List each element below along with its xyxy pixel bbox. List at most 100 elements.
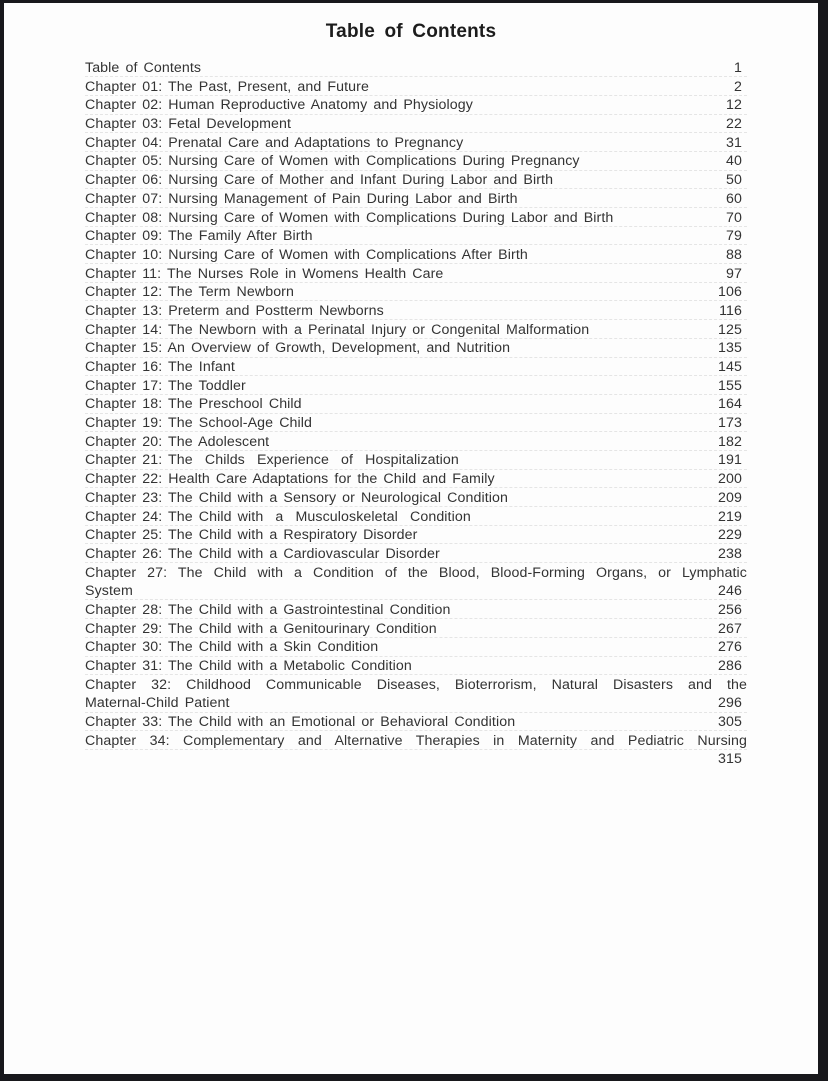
toc-entry: Chapter 32: Childhood Communicable Disea… [85, 677, 747, 713]
toc-entry-title: Chapter 10: Nursing Care of Women with C… [85, 246, 528, 263]
toc-entry-title: Chapter 05: Nursing Care of Women with C… [85, 153, 580, 170]
toc-entry-title: Chapter 14: The Newborn with a Perinatal… [85, 321, 590, 338]
toc-entry-page: 182 [718, 433, 742, 450]
toc-entry-page: 219 [718, 508, 742, 525]
toc-entry-page: 135 [718, 340, 742, 357]
toc-entry-line: Chapter 02: Human Reproductive Anatomy a… [85, 97, 747, 115]
toc-entry-title: Chapter 27: The Child with a Condition o… [85, 564, 747, 581]
toc-entry-page: 22 [726, 116, 742, 133]
toc-entry-line: Chapter 05: Nursing Care of Women with C… [85, 153, 747, 171]
toc-entry-title: Chapter 28: The Child with a Gastrointes… [85, 601, 451, 618]
toc-entry-title: Chapter 29: The Child with a Genitourina… [85, 620, 437, 637]
toc-entry: Chapter 02: Human Reproductive Anatomy a… [85, 97, 747, 115]
toc-entry-page: 40 [726, 153, 742, 170]
toc-entry-title: Chapter 24: The Child with a Musculoskel… [85, 508, 471, 525]
toc-entry-page: 97 [726, 265, 742, 282]
toc-entry-line: Chapter 27: The Child with a Condition o… [85, 564, 747, 581]
toc-entry-title: Table of Contents [85, 60, 202, 76]
toc-entry-page: 106 [718, 284, 742, 301]
toc-entry-title: Chapter 18: The Preschool Child [85, 396, 302, 413]
toc-entry-title: Chapter 11: The Nurses Role in Womens He… [85, 265, 444, 282]
toc-entry-line: Chapter 06: Nursing Care of Mother and I… [85, 172, 747, 190]
toc-entry-line: Chapter 04: Prenatal Care and Adaptation… [85, 135, 747, 152]
toc-entry-line: Chapter 16: The Infant 145 [85, 359, 747, 377]
toc-entry: Chapter 25: The Child with a Respiratory… [85, 527, 747, 545]
toc-entry-line: Chapter 31: The Child with a Metabolic C… [85, 658, 747, 676]
toc-entry-page: 88 [726, 246, 742, 263]
toc-entry-title: Chapter 19: The School-Age Child [85, 415, 313, 432]
toc-entry-page: 305 [718, 714, 742, 731]
page-title: Table of Contents [325, 21, 497, 42]
toc-entry: Chapter 31: The Child with a Metabolic C… [85, 658, 747, 676]
toc-entry-page: 1 [734, 60, 742, 76]
toc-entry-title: Chapter 03: Fetal Development [85, 116, 292, 133]
toc-entry-line: Chapter 23: The Child with a Sensory or … [85, 490, 747, 507]
toc-entry-line: Chapter 28: The Child with a Gastrointes… [85, 601, 747, 620]
toc-list: Table of Contents 1 Chapter 01: The Past, … [85, 60, 747, 771]
toc-entry: Chapter 29: The Child with a Genitourina… [85, 620, 747, 638]
toc-entry-line: Chapter 09: The Family After Birth 79 [85, 228, 747, 246]
toc-entry-page: 276 [718, 639, 742, 656]
toc-entry-page: 145 [718, 359, 742, 375]
toc-entry-title: Chapter 34: Complementary and Alternativ… [85, 732, 747, 749]
toc-entry: Chapter 28: The Child with a Gastrointes… [85, 601, 747, 620]
toc-entry: Chapter 26: The Child with a Cardiovascu… [85, 545, 747, 564]
toc-entry-title: Chapter 30: The Child with a Skin Condit… [85, 639, 379, 656]
toc-entry-line: Chapter 07: Nursing Management of Pain D… [85, 190, 747, 208]
toc-entry-title: Chapter 26: The Child with a Cardiovascu… [85, 545, 440, 562]
toc-entry-line: Chapter 14: The Newborn with a Perinatal… [85, 321, 747, 339]
toc-entry: Chapter 17: The Toddler 155 [85, 377, 747, 395]
toc-entry-page: 50 [726, 172, 742, 189]
toc-entry-page: 2 [734, 78, 742, 95]
toc-entry-title: Chapter 13: Preterm and Postterm Newborn… [85, 302, 384, 319]
toc-entry: Chapter 07: Nursing Management of Pain D… [85, 190, 747, 208]
toc-entry-line: Table of Contents 1 [85, 60, 747, 78]
toc-entry-page: 229 [718, 527, 742, 544]
toc-entry-line: Chapter 32: Childhood Communicable Disea… [85, 677, 747, 693]
toc-entry-page: 191 [718, 452, 742, 469]
toc-entry-line: Chapter 25: The Child with a Respiratory… [85, 527, 747, 545]
toc-entry-title: Chapter 08: Nursing Care of Women with C… [85, 209, 614, 226]
toc-entry-page: 238 [718, 545, 742, 562]
toc-entry-line: Chapter 29: The Child with a Genitourina… [85, 620, 747, 638]
toc-entry-page: 125 [718, 321, 742, 338]
toc-entry: Chapter 18: The Preschool Child 164 [85, 396, 747, 414]
toc-entry-page: 164 [718, 396, 742, 413]
toc-entry-line: Maternal-Child Patient 296 [85, 696, 747, 713]
toc-entry-title: Chapter 02: Human Reproductive Anatomy a… [85, 97, 473, 114]
toc-entry-page: 256 [718, 601, 742, 618]
toc-entry: Chapter 34: Complementary and Alternativ… [85, 732, 747, 768]
toc-entry-page: 12 [726, 97, 742, 114]
toc-entry: Chapter 27: The Child with a Condition o… [85, 564, 747, 601]
toc-entry: Chapter 24: The Child with a Musculoskel… [85, 508, 747, 526]
toc-entry-line: Chapter 17: The Toddler 155 [85, 377, 747, 395]
toc-entry-title-continued: System [85, 583, 133, 600]
toc-entry-title: Chapter 12: The Term Newborn [85, 284, 295, 301]
toc-entry-title: Chapter 31: The Child with a Metabolic C… [85, 658, 412, 674]
toc-entry-title: Chapter 33: The Child with an Emotional … [85, 714, 516, 731]
toc-entry: Chapter 01: The Past, Present, and Futur… [85, 78, 747, 96]
toc-entry-line: Chapter 15: An Overview of Growth, Devel… [85, 340, 747, 358]
toc-entry-page: 116 [719, 302, 742, 319]
toc-entry-title: Chapter 22: Health Care Adaptations for … [85, 471, 495, 488]
toc-entry-title: Chapter 16: The Infant [85, 359, 235, 375]
toc-entry-title: Chapter 15: An Overview of Growth, Devel… [85, 340, 511, 357]
toc-entry-title: Chapter 09: The Family After Birth [85, 228, 313, 245]
toc-entry: Chapter 03: Fetal Development 22 [85, 116, 747, 134]
toc-entry-line: Chapter 13: Preterm and Postterm Newborn… [85, 302, 747, 321]
toc-entry-page: 155 [718, 377, 742, 394]
toc-entry-line: System 246 [85, 583, 747, 601]
toc-entry-line: Chapter 01: The Past, Present, and Futur… [85, 78, 747, 96]
toc-entry-page: 60 [726, 190, 742, 207]
toc-entry-page: 70 [726, 209, 742, 226]
toc-entry-page: 200 [718, 471, 742, 488]
toc-entry: Chapter 14: The Newborn with a Perinatal… [85, 321, 747, 339]
toc-entry: Chapter 15: An Overview of Growth, Devel… [85, 340, 747, 358]
toc-entry-page: 267 [718, 620, 742, 637]
toc-entry: Chapter 10: Nursing Care of Women with C… [85, 246, 747, 265]
toc-entry-line: Chapter 33: The Child with an Emotional … [85, 714, 747, 732]
toc-entry: Chapter 05: Nursing Care of Women with C… [85, 153, 747, 171]
toc-entry-page: 286 [718, 658, 742, 674]
toc-entry-line: Chapter 26: The Child with a Cardiovascu… [85, 545, 747, 564]
toc-entry: Chapter 06: Nursing Care of Mother and I… [85, 172, 747, 190]
